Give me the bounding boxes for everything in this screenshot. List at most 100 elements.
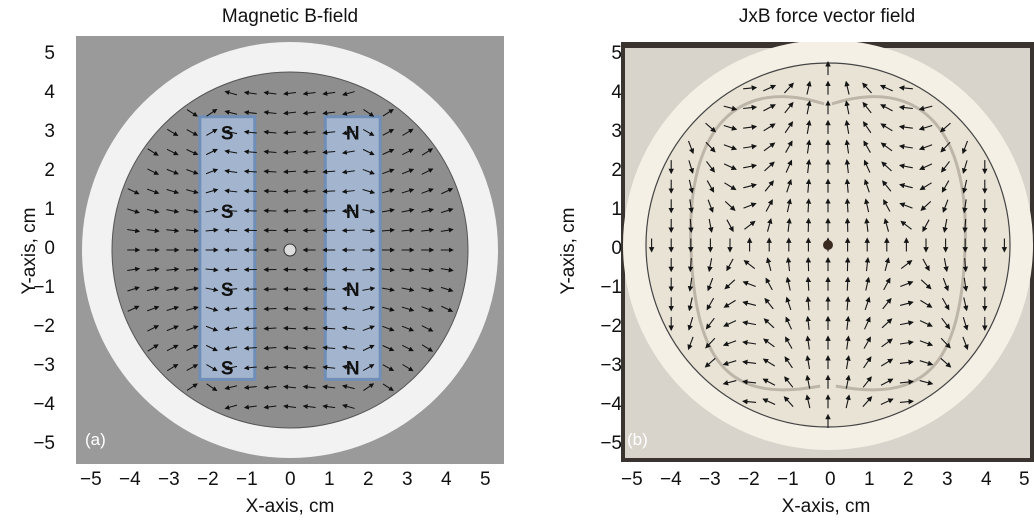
force-arrow <box>687 297 694 312</box>
b-field-arrow <box>440 286 454 293</box>
b-field-arrow <box>243 404 257 410</box>
panel-a-ytick: −2 <box>33 316 55 337</box>
b-field-arrow <box>166 188 180 195</box>
b-field-arrow <box>186 344 199 351</box>
b-field-arrow <box>186 364 199 371</box>
b-field-arrow <box>441 305 454 312</box>
force-arrow <box>784 376 794 388</box>
b-field-arrow <box>322 90 336 96</box>
b-field-arrow <box>341 169 355 175</box>
b-field-arrow <box>421 227 435 233</box>
b-field-arrow <box>421 344 434 352</box>
b-field-arrow <box>224 208 238 214</box>
force-arrow <box>899 398 914 405</box>
b-field-arrow <box>146 208 160 214</box>
force-arrow <box>742 379 757 385</box>
force-arrow <box>786 179 793 193</box>
b-field-arrow <box>283 130 297 136</box>
force-arrow <box>864 198 870 213</box>
b-field-arrow <box>421 267 435 273</box>
force-arrow <box>844 178 851 193</box>
b-field-arrow <box>205 267 219 273</box>
force-arrow <box>744 220 756 230</box>
force-arrow <box>743 183 757 189</box>
b-field-arrow <box>302 149 316 155</box>
panel-a-ytick: 3 <box>44 121 55 142</box>
b-field-arrow <box>402 344 414 352</box>
b-field-arrow <box>302 325 316 331</box>
force-arrow <box>939 122 951 133</box>
b-field-arrow <box>283 384 297 390</box>
force-arrow <box>688 199 694 214</box>
b-field-arrow <box>382 383 394 391</box>
b-field-arrow <box>186 149 199 156</box>
panel-a-xtick: −5 <box>80 469 102 490</box>
force-arrow <box>805 315 811 330</box>
force-arrow <box>962 218 968 233</box>
panel-a-ytick: 2 <box>44 160 55 181</box>
panel-a-xtick: −3 <box>158 469 180 490</box>
b-field-arrow <box>205 168 219 175</box>
force-arrow <box>899 320 914 326</box>
b-field-arrow <box>362 208 376 214</box>
b-field-arrow <box>283 306 297 312</box>
panel-a-title: Magnetic B-field <box>221 6 359 27</box>
b-field-arrow <box>147 344 159 352</box>
force-arrow <box>723 320 737 327</box>
panel-b-ytick: −3 <box>600 355 622 376</box>
panel-b-xtick: −1 <box>777 469 799 490</box>
force-arrow <box>941 297 950 311</box>
b-field-arrow <box>401 168 415 175</box>
b-field-arrow <box>243 326 257 332</box>
b-field-arrow <box>401 306 415 312</box>
force-arrow <box>805 335 811 350</box>
force-arrow <box>785 159 793 173</box>
b-field-arrow <box>322 306 336 312</box>
b-field-arrow <box>283 110 297 116</box>
force-arrow <box>722 380 737 386</box>
force-arrow <box>882 297 892 310</box>
force-arrow <box>942 199 949 213</box>
b-field-arrow <box>341 345 355 351</box>
force-arrow <box>862 396 873 407</box>
force-arrow <box>864 276 871 291</box>
b-field-arrow <box>421 148 434 156</box>
force-arrow <box>705 141 716 153</box>
force-arrow <box>845 296 851 311</box>
panel-b-ytick: 5 <box>611 43 622 64</box>
force-arrow <box>884 257 891 272</box>
b-field-arrow <box>342 403 355 409</box>
force-arrow <box>899 379 914 385</box>
force-arrow <box>723 105 738 111</box>
force-arrow <box>723 163 737 170</box>
b-field-arrow <box>147 168 160 175</box>
b-field-arrow <box>401 227 415 233</box>
force-arrow <box>898 85 913 91</box>
force-arrow <box>762 398 776 406</box>
b-field-arrow <box>205 344 218 352</box>
force-arrow <box>762 378 776 386</box>
b-field-arrow <box>243 110 257 116</box>
b-field-arrow <box>302 306 316 312</box>
panel-b-xtick: 2 <box>903 469 914 490</box>
force-arrow <box>763 84 777 92</box>
panel-a-xtick: 2 <box>363 469 374 490</box>
force-arrow <box>687 277 694 292</box>
b-field-arrow <box>302 90 316 96</box>
force-arrow <box>862 101 872 114</box>
b-field-arrow <box>167 128 179 137</box>
force-arrow <box>704 357 716 368</box>
panel-b-xtick: 3 <box>942 469 953 490</box>
b-field-arrow <box>322 345 336 351</box>
b-field-arrow <box>382 168 395 175</box>
force-arrow <box>742 320 757 326</box>
force-arrow <box>743 143 758 150</box>
panel-a-xtick: 1 <box>324 469 335 490</box>
force-arrow <box>942 218 948 233</box>
b-field-arrow <box>402 364 414 372</box>
force-arrow <box>845 355 851 370</box>
force-arrow <box>784 356 793 369</box>
force-arrow <box>783 396 794 407</box>
force-arrow <box>763 318 775 329</box>
b-field-arrow <box>440 227 454 233</box>
